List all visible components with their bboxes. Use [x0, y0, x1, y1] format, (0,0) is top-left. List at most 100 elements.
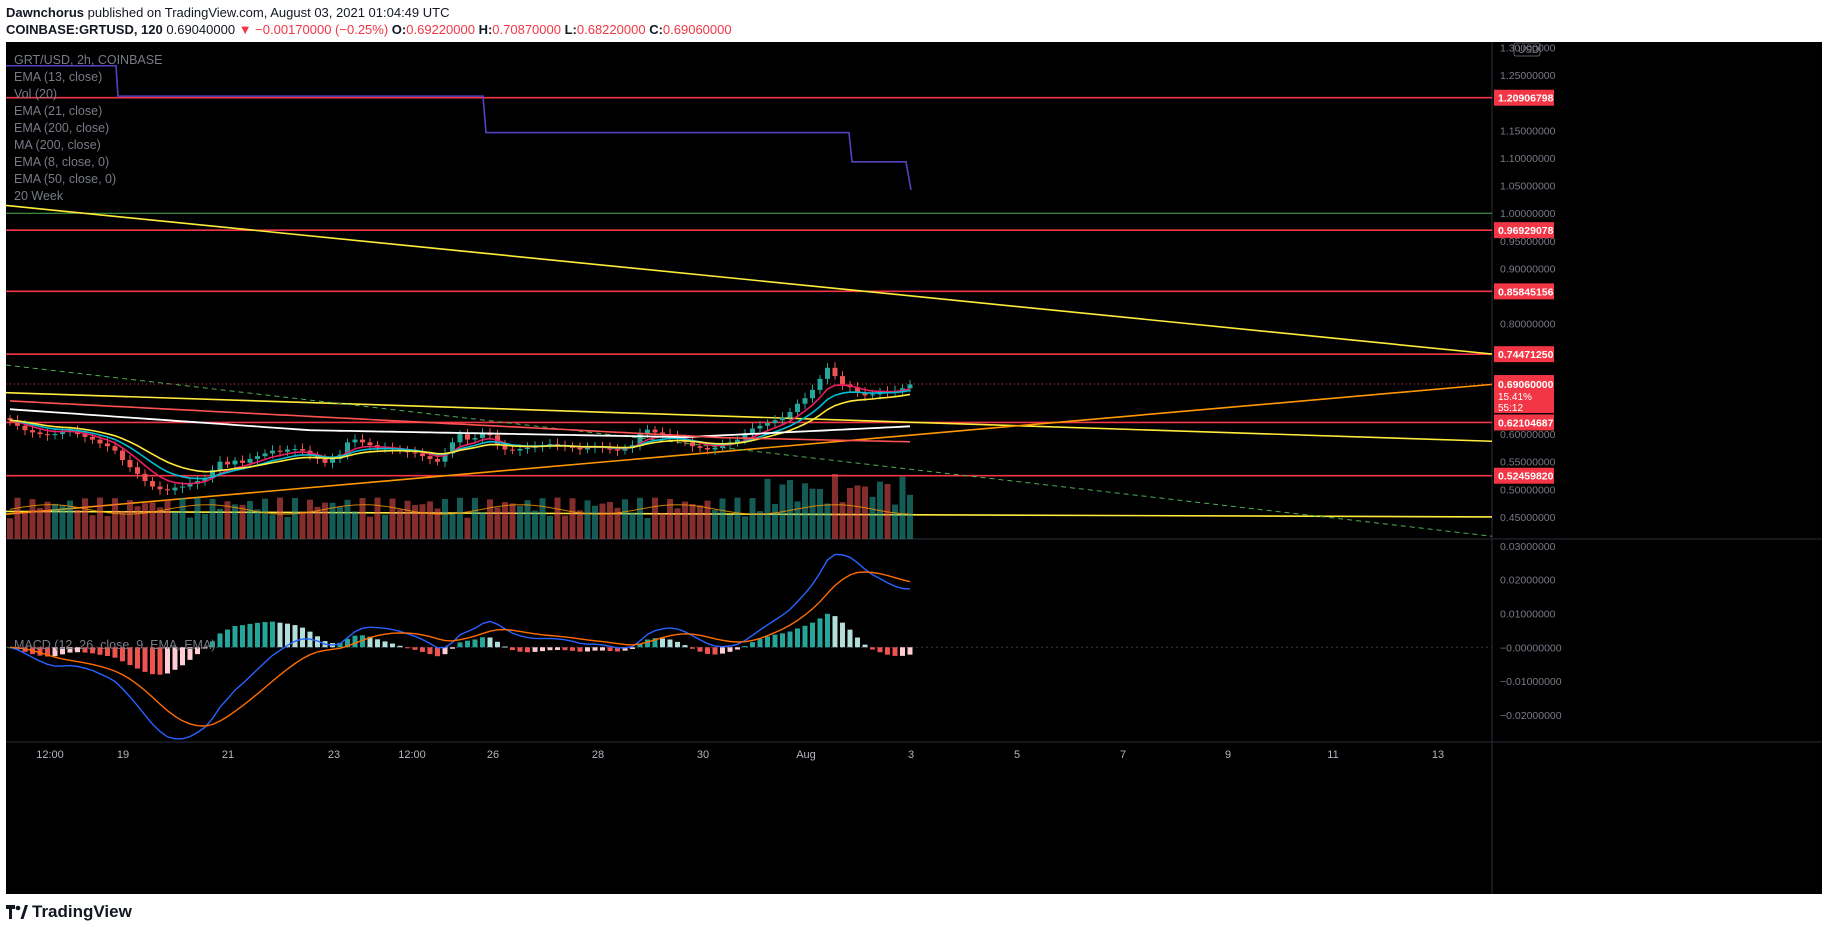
candle-body	[615, 449, 620, 451]
time-tick-label: 13	[1432, 749, 1444, 761]
candle-body	[517, 448, 523, 451]
macd-histogram-bar	[217, 633, 223, 648]
volume-bar	[547, 515, 553, 539]
macd-histogram-bar	[412, 647, 418, 650]
macd-histogram-bar	[397, 645, 403, 648]
legend-item[interactable]: EMA (8, close, 0)	[14, 155, 110, 169]
candle-body	[90, 436, 95, 440]
level-price-badge	[1494, 346, 1554, 363]
volume-bar	[67, 500, 73, 539]
volume-ma-line	[9, 504, 911, 515]
macd-histogram-bar	[870, 647, 875, 650]
candle-body	[52, 434, 58, 436]
candle-body	[652, 429, 658, 433]
candle-body	[817, 378, 823, 390]
footer-logo[interactable]: TradingView	[6, 900, 132, 924]
volume-bar	[397, 509, 403, 539]
candle-body	[232, 460, 238, 465]
time-tick-label: 26	[487, 749, 499, 761]
candle-body	[105, 443, 110, 447]
candle-body	[697, 446, 703, 448]
legend-item[interactable]: EMA (200, close)	[14, 121, 110, 135]
volume-bar	[749, 498, 756, 539]
volume-bar	[232, 504, 238, 539]
symbol-label: COINBASE:GRTUSD, 120	[6, 22, 163, 37]
ma-200-line	[9, 400, 911, 443]
level-price-badge	[1494, 414, 1554, 431]
candle-body	[690, 442, 695, 447]
legend-item[interactable]: Vol (20)	[14, 87, 58, 101]
volume-bar	[667, 499, 673, 539]
macd-histogram-bar	[45, 647, 50, 657]
candle-body	[412, 452, 418, 454]
level-price-badge	[1494, 283, 1554, 300]
legend-item[interactable]: EMA (21, close)	[14, 104, 103, 118]
open-label: O:	[391, 22, 407, 37]
volume-bar	[824, 503, 831, 539]
legend-item[interactable]: 20 Week	[14, 189, 64, 203]
macd-histogram-bar	[750, 642, 755, 648]
volume-bar	[37, 508, 43, 539]
macd-histogram-bar	[240, 625, 245, 648]
macd-histogram-bar	[592, 647, 598, 651]
volume-bar	[659, 513, 666, 539]
volume-bar	[89, 515, 96, 539]
volume-bar	[689, 503, 696, 539]
time-tick-label: 12:00	[36, 749, 64, 761]
author-name[interactable]: Dawnchorus	[6, 5, 85, 20]
chart-svg[interactable]: 1.300000001.250000001.150000001.10000000…	[5, 42, 1822, 894]
current-price-label: 0.69060000	[1498, 379, 1554, 391]
volume-bar	[584, 500, 591, 539]
volume-bar	[292, 497, 298, 539]
macd-histogram-bar	[472, 639, 478, 648]
candle-body	[30, 430, 35, 433]
macd-histogram-bar	[352, 635, 358, 648]
volume-bar	[104, 516, 111, 539]
time-tick-label: 28	[592, 749, 604, 761]
legend-item[interactable]: MA (200, close)	[14, 138, 101, 152]
macd-tick-label: −0.00000000	[1500, 642, 1562, 654]
macd-histogram-bar	[382, 641, 388, 648]
candle-body	[255, 456, 260, 459]
macd-histogram-bar	[622, 647, 628, 651]
volume-bar	[329, 502, 336, 539]
mid-trendline	[5, 391, 1493, 443]
volume-bar	[322, 502, 328, 539]
legend-title: GRT/USD, 2h, COINBASE	[14, 53, 163, 67]
price-tick-label: 1.00000000	[1500, 208, 1556, 220]
ema-200-line	[9, 408, 911, 439]
macd-histogram-bar	[360, 635, 365, 648]
macd-histogram-bar	[255, 622, 260, 648]
macd-histogram-bar	[802, 625, 808, 648]
candle-body	[180, 486, 185, 488]
volume-bar	[809, 488, 816, 539]
candle-body	[787, 411, 793, 418]
time-tick-label: 12:00	[398, 749, 426, 761]
macd-histogram-bar	[577, 647, 583, 652]
legend-item[interactable]: EMA (50, close, 0)	[14, 172, 117, 186]
candle-body	[82, 434, 88, 437]
time-tick-label: 21	[222, 749, 234, 761]
volume-bar	[577, 510, 583, 539]
level-price-label: 0.74471250	[1498, 349, 1554, 361]
macd-histogram-bar	[127, 647, 133, 666]
chart-panel[interactable]: 1.30000000 1.25000000 1.15000000 1.10000000…	[5, 42, 1822, 894]
volume-bar	[262, 498, 268, 539]
candle-body	[802, 398, 808, 404]
macd-histogram-bar	[60, 647, 65, 655]
volume-bar	[217, 508, 223, 539]
macd-legend[interactable]: MACD (12, 26, close, 9, EMA, EMA)	[14, 638, 216, 652]
candle-body	[292, 448, 298, 450]
last-price: 0.69040000	[166, 22, 236, 37]
macd-histogram-bar	[232, 626, 238, 648]
volume-bar	[172, 512, 178, 539]
macd-histogram-bar	[427, 647, 433, 655]
macd-histogram-bar	[82, 647, 88, 653]
legend-item[interactable]: EMA (13, close)	[14, 70, 103, 84]
level-price-label: 0.85845156	[1498, 286, 1554, 298]
macd-histogram-bar	[787, 631, 793, 648]
open-value: 0.69220000	[406, 22, 475, 37]
volume-bar	[427, 501, 433, 539]
volume-bar	[112, 498, 118, 539]
candle-body	[247, 458, 253, 463]
